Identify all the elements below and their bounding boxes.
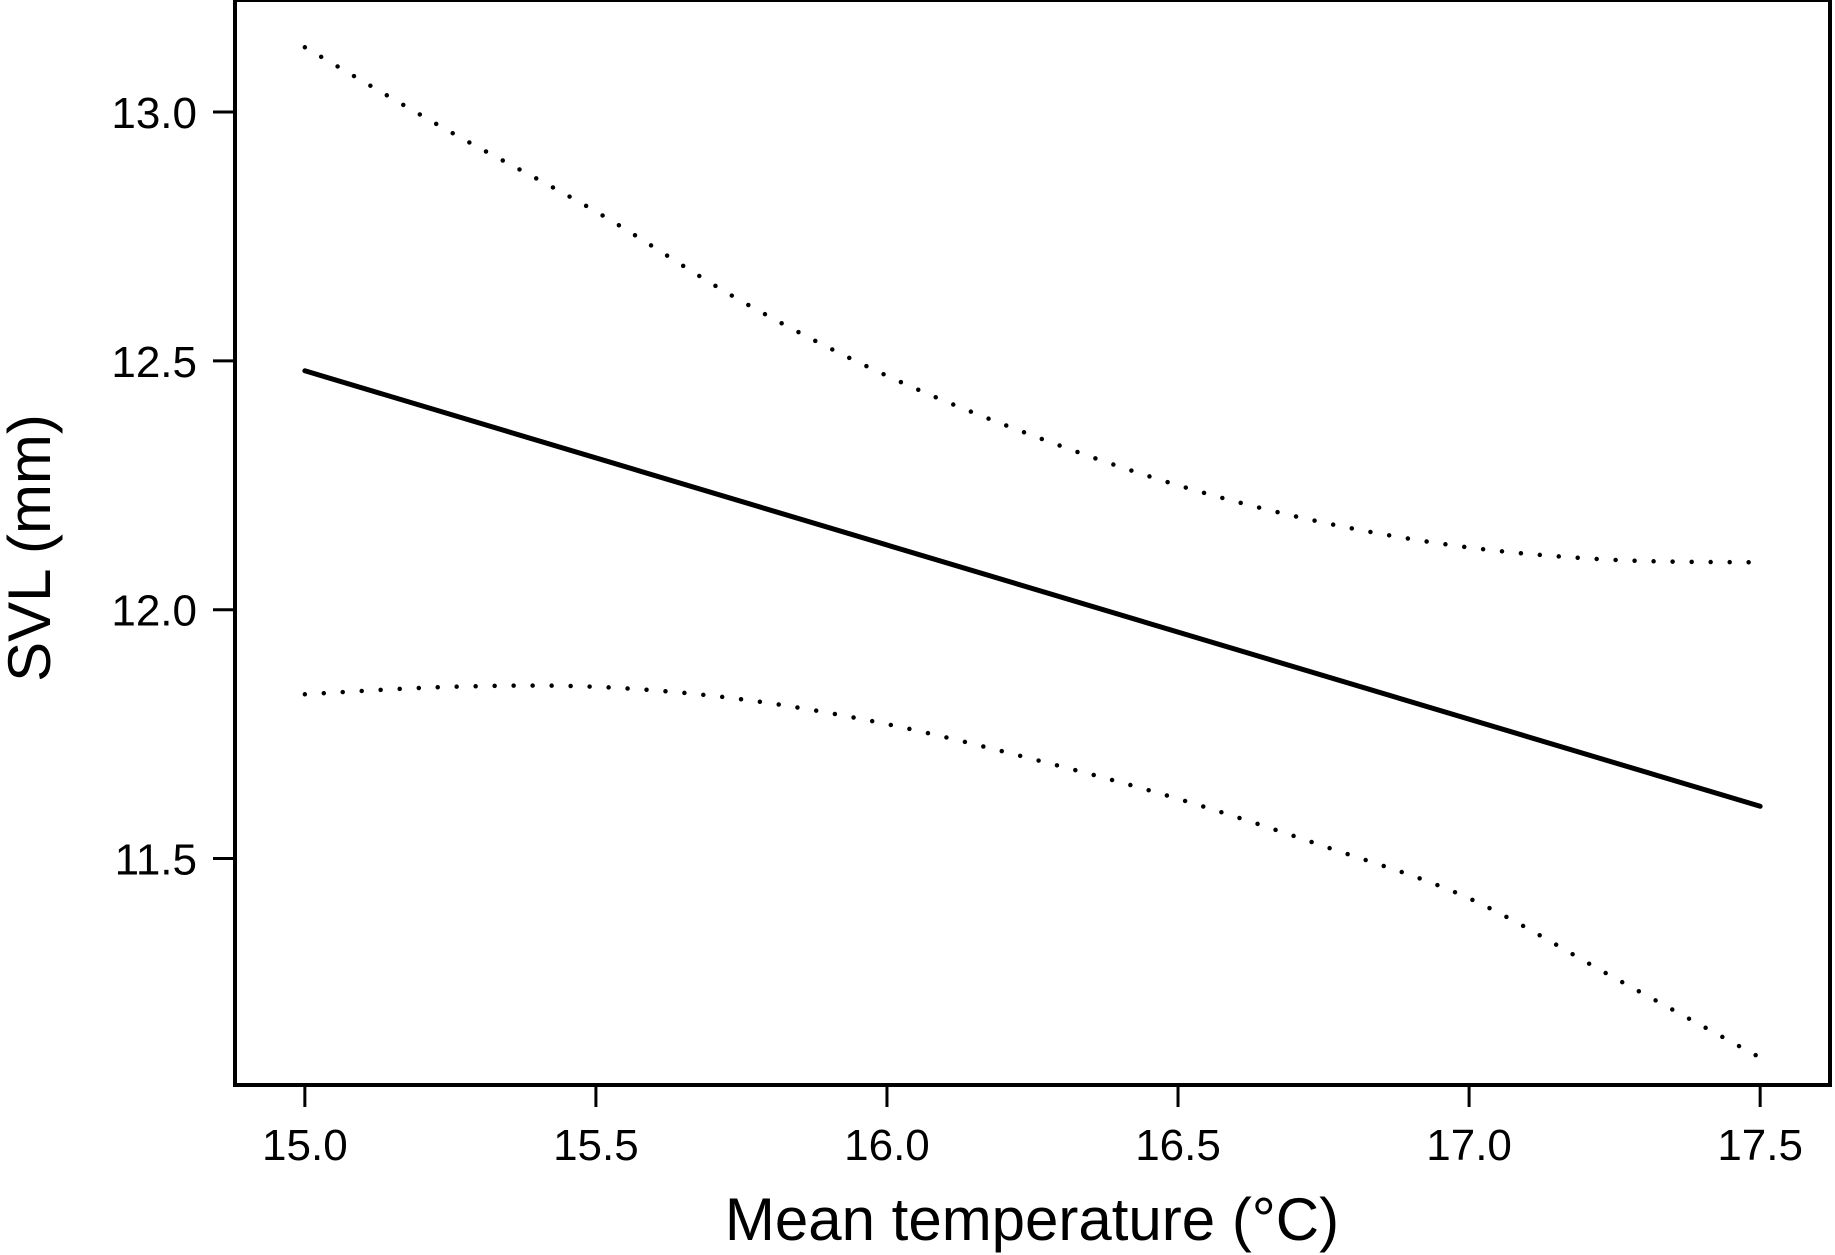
- x-tick-label: 17.5: [1717, 1121, 1803, 1170]
- y-tick-label: 11.5: [115, 836, 197, 885]
- x-axis: 15.0 15.5 16.0 16.5 17.0 17.5: [262, 1085, 1803, 1170]
- x-tick-label: 16.5: [1135, 1121, 1221, 1170]
- x-tick-label: 15.5: [553, 1121, 639, 1170]
- x-axis-title: Mean temperature (°C): [725, 1186, 1339, 1253]
- y-tick-label: 13.0: [111, 89, 197, 138]
- lower-ci-line: [302, 683, 1763, 1060]
- x-tick-label: 17.0: [1426, 1121, 1512, 1170]
- x-tick-label: 15.0: [262, 1121, 348, 1170]
- fit-line: [302, 368, 1763, 809]
- x-tick-label: 16.0: [844, 1121, 930, 1170]
- y-axis: 11.5 12.0 12.5 13.0: [111, 89, 235, 885]
- y-axis-title: SVL (mm): [0, 414, 63, 682]
- plot-frame: [233, 0, 1832, 1087]
- upper-ci-line: [302, 45, 1763, 565]
- y-tick-label: 12.0: [111, 587, 197, 636]
- y-tick-label: 12.5: [111, 338, 197, 387]
- series-layer: [302, 45, 1763, 1060]
